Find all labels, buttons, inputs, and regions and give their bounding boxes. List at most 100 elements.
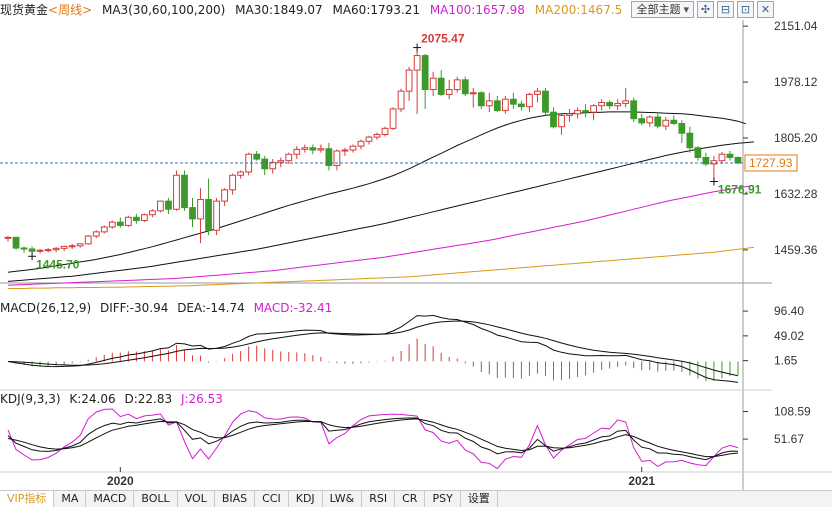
kdj-title[interactable]: KDJ(9,3,3) [0,392,61,406]
candle-body [100,226,108,233]
kdj-j-value: J:26.53 [180,392,223,406]
candle-body [461,79,469,95]
kdj-k-value: K:24.06 [69,392,116,406]
candle-body [28,248,36,252]
kdj-j-line [7,408,739,470]
candle-body [132,216,140,222]
candle-body [293,148,301,155]
candle-body [485,100,493,107]
candle-body [365,136,373,142]
candle-body [229,174,237,191]
candle-body [237,171,245,176]
candle-body [116,221,124,226]
y-tick-label: 1978.12 [774,75,818,89]
current-price-box [744,154,798,172]
low-label: 1445.70 [36,257,80,271]
tab-bias[interactable]: BIAS [215,491,256,507]
tab-settings[interactable]: 设置 [461,491,498,507]
instrument-title: 现货黄金 [0,3,49,17]
candle-body [405,69,413,92]
macd-title[interactable]: MACD(26,12,9) [0,301,92,315]
candle-body [269,161,277,170]
candle-body [413,55,421,71]
tab-vol[interactable]: VOL [178,491,215,507]
candle-body [197,199,204,220]
candle-body [301,147,309,150]
candle-body [181,174,188,209]
move-icon[interactable]: ✣ [697,1,714,18]
ma60-value: MA60:1793.21 [332,3,420,17]
tab-kdj[interactable]: KDJ [289,491,323,507]
candle-body [590,105,597,113]
current-price-label: 1727.93 [749,156,793,170]
indicator-tabs: VIP指标 MA MACD BOLL VOL BIAS CCI KDJ LW& … [0,490,832,507]
candle-body [421,55,429,91]
tab-cci[interactable]: CCI [255,491,289,507]
tab-macd[interactable]: MACD [86,491,135,507]
candle-body [140,214,148,222]
candle-body [630,100,638,120]
candle-body [253,153,261,160]
tab-ma[interactable]: MA [54,491,87,507]
candle-body [4,236,12,239]
zoom-out-icon[interactable]: ⊟ [717,1,734,18]
kdj-k-line [7,417,739,461]
ma-group-label[interactable]: MA3(30,60,100,200) [101,3,226,17]
candle-body [221,189,228,202]
candle-body [44,249,52,252]
candle-body [542,90,549,113]
chevron-down-icon: ▾ [683,3,689,16]
macd-y-tick-label: 49.02 [774,329,804,343]
candle-body [734,156,742,164]
candle-body [277,160,285,163]
macd-value: MACD:-32.41 [253,301,333,315]
high-label: 2075.47 [421,32,465,46]
candle-body [598,101,606,107]
tab-lw[interactable]: LW& [323,491,363,507]
macd-diff-value: DIFF:-30.94 [99,301,169,315]
candle-body [20,247,28,250]
period-label[interactable]: <周线> [48,3,93,17]
theme-select[interactable]: 全部主题 ▾ [631,1,694,18]
candle-body [357,140,365,147]
kdj-y-tick-label: 108.59 [774,405,811,419]
candle-body [638,118,646,124]
y-tick-label: 1459.36 [774,243,818,257]
tab-rsi[interactable]: RSI [362,491,396,507]
tab-boll[interactable]: BOLL [134,491,178,507]
candle-body [309,147,317,151]
candle-body [389,108,397,129]
candle-body [622,100,630,104]
macd-dea-line [7,320,739,377]
main-legend: 现货黄金<周线> MA3(30,60,100,200) MA30:1849.07… [0,0,622,20]
candle-body [60,245,68,249]
candle-body [149,210,156,216]
candle-body [654,116,662,127]
candle-body [582,110,589,113]
macd-legend: MACD(26,12,9) DIFF:-30.94 DEA:-14.74 MAC… [0,300,337,316]
kdj-d-line [7,418,739,458]
tab-vip[interactable]: VIP指标 [0,491,55,507]
candle-body [534,90,541,95]
candle-body [558,114,565,128]
candle-body [76,243,84,247]
y-tick-label: 1805.20 [774,131,818,145]
candle-body [261,158,269,170]
tab-psy[interactable]: PSY [425,491,461,507]
candle-body [518,103,525,108]
macd-dea-value: DEA:-14.74 [177,301,245,315]
zoom-in-icon[interactable]: ⊡ [737,1,754,18]
candle-body [710,160,718,165]
theme-select-label: 全部主题 [636,3,681,16]
macd-y-tick-label: 1.65 [774,354,798,368]
close-icon[interactable]: ✕ [757,1,774,18]
candle-body [68,245,76,248]
low-label: 1676.91 [718,182,762,196]
candle-body [646,116,654,124]
tab-cr[interactable]: CR [395,491,426,507]
candle-body [373,134,381,138]
candle-body [36,249,44,252]
candle-body [84,235,92,245]
macd-y-tick-label: 96.40 [774,304,804,318]
